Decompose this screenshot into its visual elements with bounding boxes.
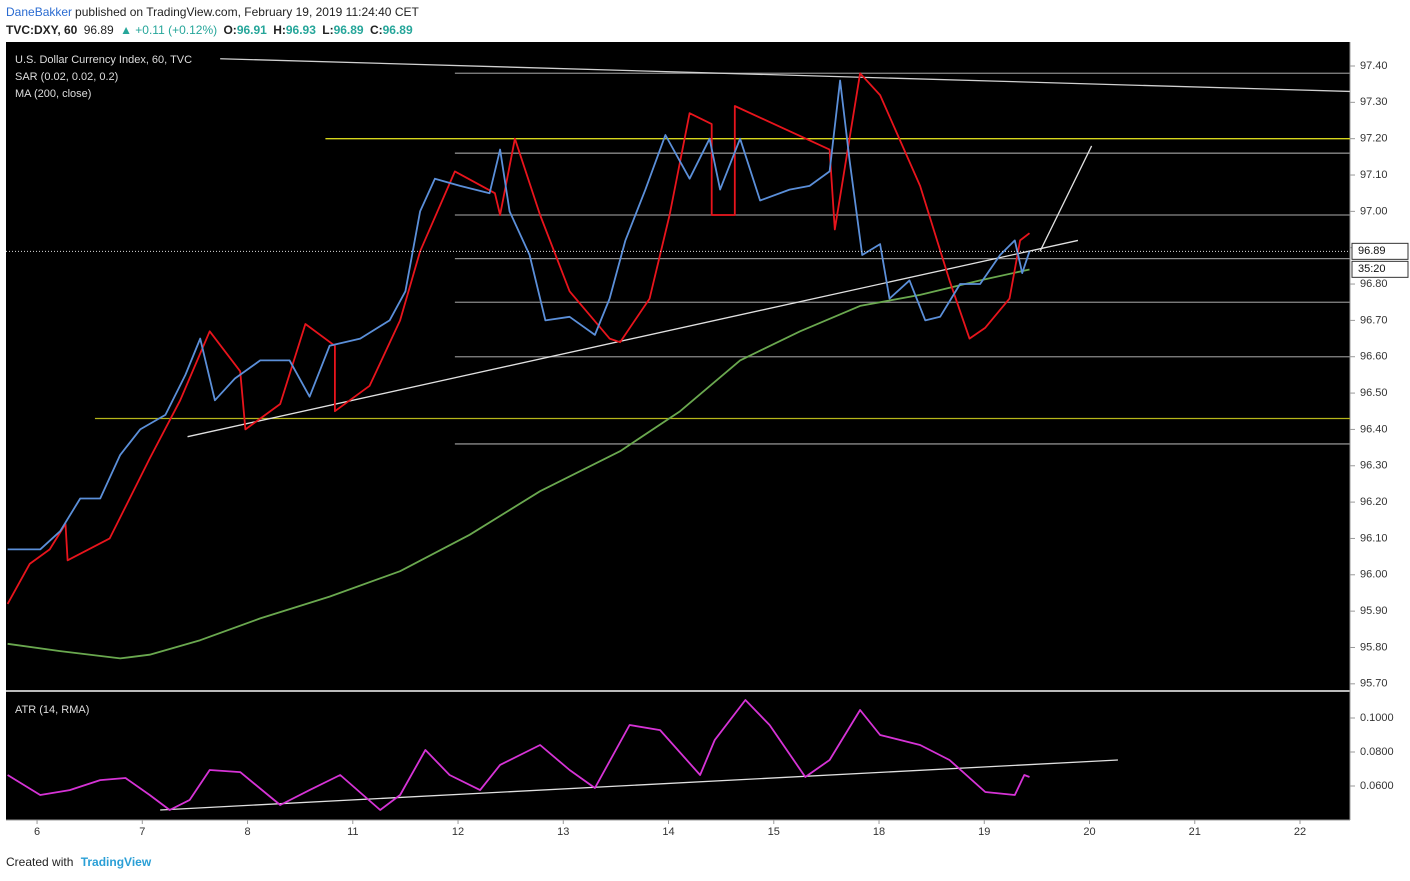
high: 96.93 (285, 23, 316, 37)
created-with: Created with (6, 855, 74, 869)
y-tick-label: 96.10 (1360, 532, 1388, 544)
y-tick-label: 97.20 (1360, 133, 1388, 145)
y-tick-label: 97.10 (1360, 169, 1388, 181)
x-tick-label: 21 (1189, 826, 1201, 838)
drawn-line (187, 239, 1079, 438)
y-tick-label: 96.50 (1360, 387, 1388, 399)
y-tick-label: 96.00 (1360, 569, 1388, 581)
y-tick-label: 95.70 (1360, 678, 1388, 690)
y-tick-label: 97.40 (1360, 60, 1388, 72)
last: 96.89 (83, 23, 114, 37)
y-tick-label: 0.0600 (1360, 780, 1394, 792)
atr-pane (6, 692, 1350, 820)
legend-entry: U.S. Dollar Currency Index, 60, TVC (15, 54, 192, 66)
h-label: H: (273, 23, 286, 37)
y-tick-label: 95.80 (1360, 641, 1388, 653)
y-tick-label: 96.40 (1360, 423, 1388, 435)
author[interactable]: DaneBakker (6, 5, 73, 19)
quote-line: TVC:DXY, 60 96.89 ▲ +0.11 (+0.12%) O:96.… (6, 23, 416, 37)
pane-group (7, 699, 1118, 811)
countdown-box (1351, 260, 1409, 278)
x-tick-label: 6 (34, 826, 40, 838)
countdown-label: 35:20 (1358, 263, 1386, 275)
x-tick-label: 13 (557, 826, 569, 838)
chart: 95.70 95.80 95.90 96.00 96.10 96.20 96.30 96.40… (6, 42, 1409, 838)
drawn-line (220, 58, 1350, 93)
legend-entry: MA (200, close) (15, 88, 91, 100)
main-pane (6, 42, 1350, 690)
y-tick-label: 0.1000 (1360, 712, 1394, 724)
low: 96.89 (333, 23, 364, 37)
published: published on TradingView.com, February 1… (75, 5, 419, 19)
x-tick-label: 22 (1294, 826, 1306, 838)
close: 96.89 (382, 23, 413, 37)
legend-entry: SAR (0.02, 0.02, 0.2) (15, 71, 118, 83)
y-tick-label: 0.0800 (1360, 746, 1394, 758)
pane-group (6, 58, 1350, 660)
drawn-line (1039, 145, 1093, 252)
x-tick-label: 7 (139, 826, 145, 838)
x-tick-label: 12 (452, 826, 464, 838)
symbol: TVC:DXY, 60 (6, 23, 78, 37)
x-tick-label: 20 (1083, 826, 1095, 838)
y-tick-label: 96.60 (1360, 351, 1388, 363)
last-price-label: 96.89 (1358, 245, 1386, 257)
footer: Created with TradingView (6, 855, 151, 869)
y-tick-label: 97.30 (1360, 96, 1388, 108)
x-tick-label: 14 (662, 826, 674, 838)
l-label: L: (322, 23, 334, 37)
series-line (7, 699, 1030, 811)
y-tick-label: 97.00 (1360, 205, 1388, 217)
y-tick-label: 96.20 (1360, 496, 1388, 508)
open: 96.91 (236, 23, 267, 37)
publish-line: DaneBakker published on TradingView.com, … (6, 5, 422, 19)
legend-entry: ATR (14, RMA) (15, 704, 89, 716)
x-tick-label: 19 (978, 826, 990, 838)
y-tick-label: 96.80 (1360, 278, 1388, 290)
o-label: O: (223, 23, 237, 37)
x-tick-label: 8 (244, 826, 250, 838)
series-line (7, 79, 1031, 551)
c-label: C: (369, 23, 383, 37)
x-tick-label: 11 (347, 826, 358, 838)
series-line (6, 72, 1031, 605)
change: ▲ +0.11 (+0.12%) (120, 23, 218, 37)
y-tick-label: 96.30 (1360, 460, 1388, 472)
y-tick-label: 96.70 (1360, 314, 1388, 326)
x-tick-label: 18 (873, 826, 885, 838)
x-tick-label: 15 (768, 826, 780, 838)
y-tick-label: 95.90 (1360, 605, 1388, 617)
brand[interactable]: TradingView (80, 855, 152, 869)
series-line (7, 268, 1030, 660)
last-price-box (1351, 242, 1409, 260)
